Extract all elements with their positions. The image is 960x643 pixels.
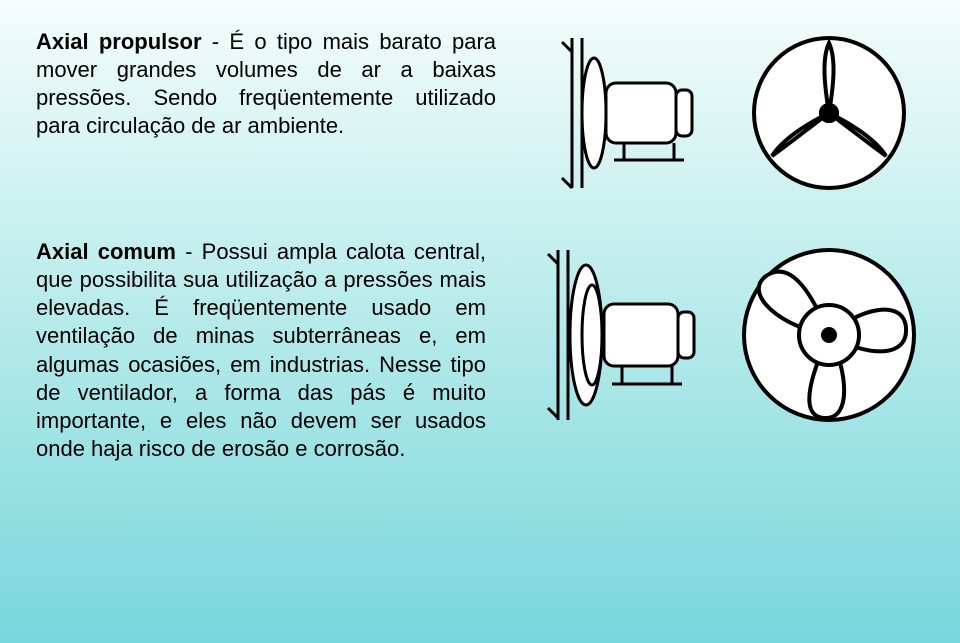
- title-axial-propulsor: Axial propulsor: [36, 29, 202, 54]
- title-axial-comum: Axial comum: [36, 239, 176, 264]
- text-axial-comum: Axial comum - Possui ampla calota centra…: [36, 238, 486, 463]
- diagram-axial-comum: [514, 238, 924, 433]
- row-axial-comum: Axial comum - Possui ampla calota centra…: [36, 238, 924, 463]
- slide: Axial propulsor - É o tipo mais barato p…: [0, 0, 960, 643]
- diagram-axial-propulsor: [524, 28, 924, 198]
- text-axial-propulsor: Axial propulsor - É o tipo mais barato p…: [36, 28, 496, 141]
- figure-axial-comum: [514, 238, 924, 433]
- body-axial-comum: - Possui ampla calota central, que possi…: [36, 239, 486, 461]
- row-axial-propulsor: Axial propulsor - É o tipo mais barato p…: [36, 28, 924, 198]
- figure-axial-propulsor: [524, 28, 924, 198]
